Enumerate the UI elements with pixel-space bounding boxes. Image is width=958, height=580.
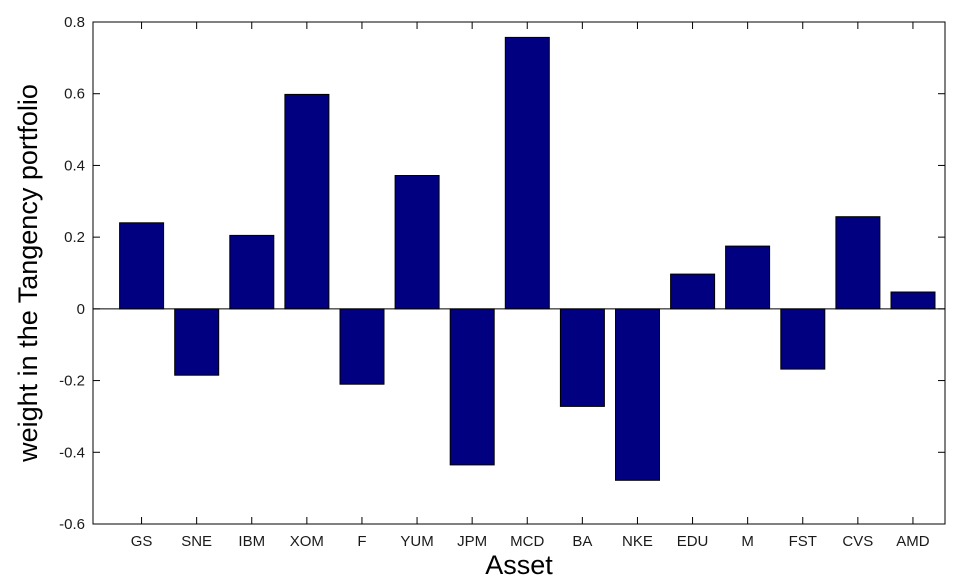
bar-fst <box>780 308 826 370</box>
bar-m <box>725 245 771 310</box>
x-tick-label-fst: FST <box>789 533 817 550</box>
bar-mcd <box>504 36 550 310</box>
x-tick-label-ibm: IBM <box>238 533 265 550</box>
y-tick-label: -0.6 <box>59 516 85 533</box>
bar-gs <box>119 222 165 310</box>
x-tick-label-xom: XOM <box>290 533 324 550</box>
y-tick-label: -0.4 <box>59 444 85 461</box>
bar-nke <box>615 308 660 481</box>
x-tick-label-nke: NKE <box>622 533 653 550</box>
bar-xom <box>284 93 330 310</box>
x-tick-label-amd: AMD <box>896 533 930 550</box>
bar-f <box>339 308 385 385</box>
x-tick-label-edu: EDU <box>677 533 709 550</box>
plot-frame <box>92 21 946 525</box>
y-tick-label: -0.2 <box>59 373 85 390</box>
bar-jpm <box>449 308 495 466</box>
x-axis-ticks: GS SNE IBM XOM F YUM JPM MCD BA NKE EDU M FST CVS AMD <box>131 22 930 550</box>
bar-edu <box>670 273 716 310</box>
bar-sne <box>174 308 220 376</box>
x-tick-label-f: F <box>357 533 366 550</box>
x-tick-label-sne: SNE <box>181 533 212 550</box>
y-axis-title: weight in the Tangency portfolio <box>13 84 43 463</box>
x-tick-label-cvs: CVS <box>842 533 873 550</box>
x-tick-label-mcd: MCD <box>510 533 544 550</box>
x-tick-label-ba: BA <box>572 533 592 550</box>
axes-box <box>92 21 946 525</box>
bars-group <box>119 36 936 481</box>
x-tick-label-yum: YUM <box>400 533 433 550</box>
bar-amd <box>890 291 936 310</box>
x-axis-title: Asset <box>485 550 553 580</box>
bar-yum <box>394 175 440 310</box>
bar-ba <box>559 308 605 407</box>
y-tick-label: 0.8 <box>64 14 85 31</box>
y-tick-label: 0.2 <box>64 229 85 246</box>
y-axis-ticks: -0.6 -0.4 -0.2 0 0.2 0.4 0.6 0.8 <box>59 14 945 533</box>
x-tick-label-jpm: JPM <box>457 533 487 550</box>
bar-cvs <box>835 216 881 310</box>
x-tick-label-m: M <box>741 533 754 550</box>
y-tick-label: 0 <box>77 301 85 318</box>
bar-ibm <box>229 234 275 310</box>
x-tick-label-gs: GS <box>131 533 153 550</box>
y-tick-label: 0.6 <box>64 86 85 103</box>
y-tick-label: 0.4 <box>64 157 85 174</box>
